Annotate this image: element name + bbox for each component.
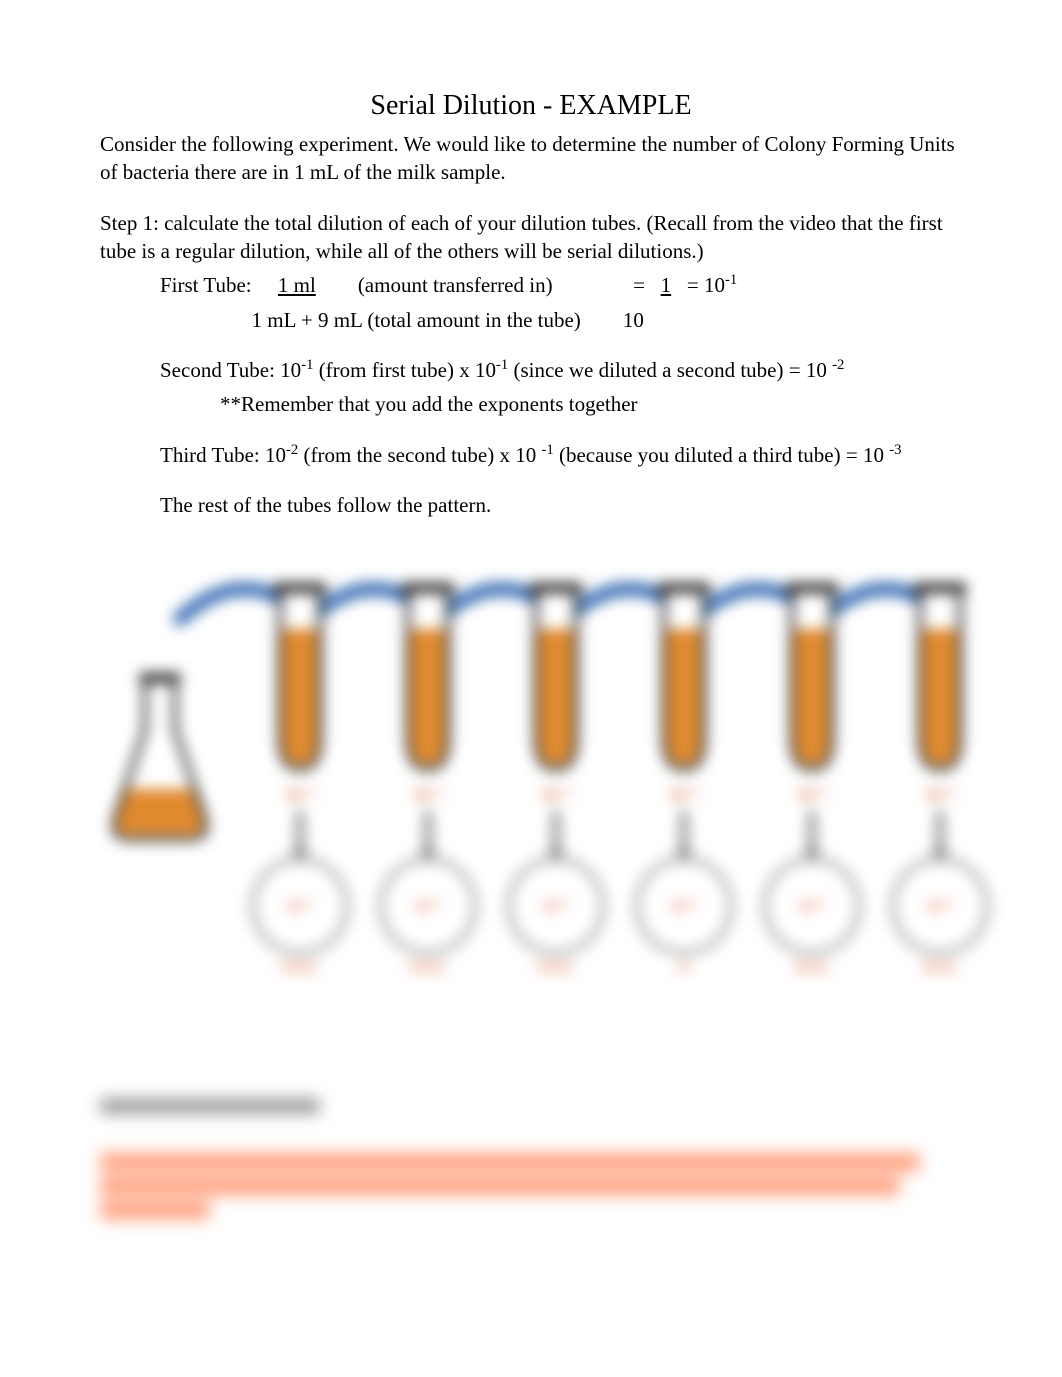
rest-line: The rest of the tubes follow the pattern… <box>160 491 962 519</box>
petri-plate-icon: 10⁻¹ <box>251 857 349 955</box>
third-tube-exp1: -2 <box>286 442 298 458</box>
plate-count-label: TNTC <box>409 961 448 977</box>
third-tube-mid2: (because you diluted a third tube) = 10 <box>554 443 890 467</box>
blurred-note-2 <box>100 1177 900 1195</box>
tube-dilution-label: 10⁻³ <box>541 785 570 805</box>
plate-count-label: TFTC <box>793 961 830 977</box>
test-tube-icon <box>260 579 340 779</box>
tube-dilution-label: 10⁻² <box>413 785 442 805</box>
blurred-note-1 <box>100 1153 920 1171</box>
tube-column: 10⁻⁴ 10⁻⁴ 57 <box>634 579 734 977</box>
blurred-note-3 <box>100 1201 210 1219</box>
petri-plate-icon: 10⁻² <box>379 857 477 955</box>
plate-dilution-label: 10⁻⁵ <box>799 898 825 915</box>
tube-column: 10⁻⁵ 10⁻⁵ TFTC <box>762 579 862 977</box>
second-tube-mid1: (from first tube) x 10 <box>313 358 496 382</box>
tube-row: 10⁻¹ 10⁻¹ TNTC 10⁻² 10⁻² TNTC 10⁻³ 10⁻³ … <box>250 579 990 977</box>
second-tube-exp2: -1 <box>496 357 508 373</box>
petri-plate-icon: 10⁻⁶ <box>891 857 989 955</box>
petri-plate-icon: 10⁻³ <box>507 857 605 955</box>
tube-column: 10⁻¹ 10⁻¹ TNTC <box>250 579 350 977</box>
second-tube-exp1: -1 <box>301 357 313 373</box>
step1-heading: Step 1: calculate the total dilution of … <box>100 209 962 266</box>
first-tube-equals: = 1 = 10-1 <box>633 273 737 297</box>
arrow-down-icon <box>808 811 816 851</box>
second-tube-note: **Remember that you add the exponents to… <box>220 390 962 418</box>
first-tube-numerator: 1 ml <box>278 273 316 297</box>
petri-plate-icon: 10⁻⁴ <box>635 857 733 955</box>
plate-count-label: TFTC <box>921 961 958 977</box>
second-tube-prefix: Second Tube: 10 <box>160 358 301 382</box>
third-tube-exp2: -1 <box>541 442 553 458</box>
plate-dilution-label: 10⁻¹ <box>287 898 313 915</box>
first-tube-denominator-right: 10 <box>623 308 644 332</box>
second-tube-mid2: (since we diluted a second tube) = 10 <box>508 358 832 382</box>
page-title: Serial Dilution - EXAMPLE <box>100 90 962 122</box>
tube-column: 10⁻³ 10⁻³ TNTC <box>506 579 606 977</box>
plate-dilution-label: 10⁻² <box>415 898 441 915</box>
first-tube-denominator: 1 mL + 9 mL (total amount in the tube) <box>252 308 581 332</box>
tube-dilution-label: 10⁻⁴ <box>669 785 698 805</box>
test-tube-icon <box>772 579 852 779</box>
plate-dilution-label: 10⁻⁴ <box>671 898 697 915</box>
second-tube-exp3: -2 <box>832 357 844 373</box>
tube-dilution-label: 10⁻⁶ <box>925 785 954 805</box>
arrow-down-icon <box>424 811 432 851</box>
flask-icon <box>100 669 220 849</box>
first-tube-numerator-desc: (amount transferred in) <box>358 273 553 297</box>
second-tube-line: Second Tube: 10-1 (from first tube) x 10… <box>160 356 962 384</box>
serial-dilution-diagram: 10⁻¹ 10⁻¹ TNTC 10⁻² 10⁻² TNTC 10⁻³ 10⁻³ … <box>100 549 962 1069</box>
arrow-down-icon <box>936 811 944 851</box>
first-tube-line1: First Tube: 1 ml (amount transferred in)… <box>160 271 962 299</box>
third-tube-exp3: -3 <box>889 442 901 458</box>
plate-dilution-label: 10⁻⁶ <box>927 898 953 915</box>
test-tube-icon <box>900 579 980 779</box>
test-tube-icon <box>516 579 596 779</box>
blurred-link <box>100 1099 320 1113</box>
third-tube-mid1: (from the second tube) x 10 <box>298 443 541 467</box>
test-tube-icon <box>644 579 724 779</box>
arrow-down-icon <box>680 811 688 851</box>
first-tube-label: First Tube: <box>160 273 252 297</box>
document-page: Serial Dilution - EXAMPLE Consider the f… <box>0 0 1062 1285</box>
first-tube-line2: 1 mL + 9 mL (total amount in the tube) 1… <box>220 306 962 334</box>
third-tube-prefix: Third Tube: 10 <box>160 443 286 467</box>
tube-dilution-label: 10⁻¹ <box>285 785 314 805</box>
tube-column: 10⁻² 10⁻² TNTC <box>378 579 478 977</box>
blurred-footer <box>100 1099 962 1219</box>
plate-dilution-label: 10⁻³ <box>543 898 569 915</box>
tube-column: 10⁻⁶ 10⁻⁶ TFTC <box>890 579 990 977</box>
arrow-down-icon <box>552 811 560 851</box>
third-tube-line: Third Tube: 10-2 (from the second tube) … <box>160 441 962 469</box>
test-tube-icon <box>388 579 468 779</box>
plate-count-label: TNTC <box>281 961 320 977</box>
arrow-down-icon <box>296 811 304 851</box>
petri-plate-icon: 10⁻⁵ <box>763 857 861 955</box>
first-tube-exp: -1 <box>725 272 737 288</box>
tube-dilution-label: 10⁻⁵ <box>797 785 826 805</box>
plate-count-label: TNTC <box>537 961 576 977</box>
plate-count-label: 57 <box>677 961 691 977</box>
intro-paragraph: Consider the following experiment. We wo… <box>100 130 962 187</box>
